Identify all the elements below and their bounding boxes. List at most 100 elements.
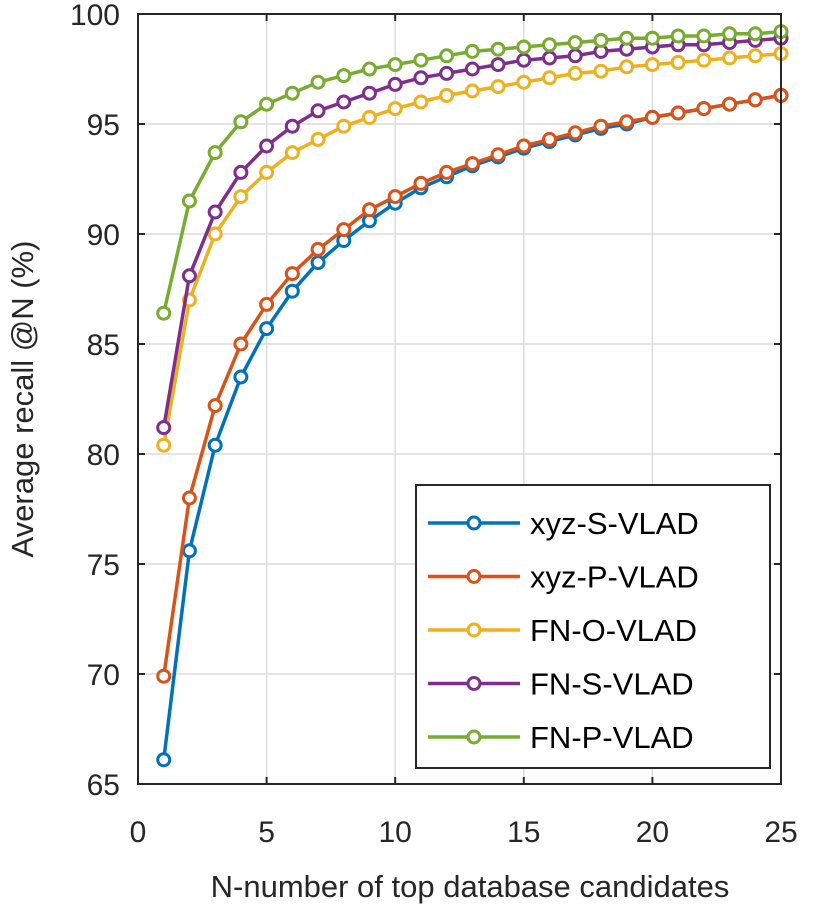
- data-point: [156, 420, 172, 436]
- data-point: [670, 105, 686, 121]
- y-tick-label: 80: [87, 439, 120, 472]
- legend-entry: xyz-P-VLAD: [428, 560, 699, 595]
- data-point: [259, 164, 275, 180]
- data-point: [336, 222, 352, 238]
- data-point: [747, 48, 763, 64]
- series-FN-S-VLAD: [156, 30, 789, 436]
- data-point: [207, 204, 223, 220]
- data-point: [696, 101, 712, 117]
- series-FN-P-VLAD: [156, 24, 789, 321]
- plot-frame: [137, 13, 782, 785]
- data-point: [747, 26, 763, 42]
- data-point: [439, 164, 455, 180]
- y-tick-label: 95: [87, 109, 120, 142]
- data-point: [387, 189, 403, 205]
- legend-entry: FN-S-VLAD: [428, 667, 694, 702]
- data-point: [516, 138, 532, 154]
- data-point: [413, 94, 429, 110]
- legend-label: xyz-S-VLAD: [530, 506, 699, 541]
- data-point: [207, 226, 223, 242]
- data-point: [181, 543, 197, 559]
- data-point: [181, 490, 197, 506]
- data-point: [284, 266, 300, 282]
- legend-entry: FN-O-VLAD: [428, 613, 697, 648]
- data-point: [619, 30, 635, 46]
- legend: xyz-S-VLAD xyz-P-VLAD FN-O-VLAD FN-S-VLAD FN…: [415, 484, 771, 769]
- data-point: [310, 131, 326, 147]
- data-point: [284, 145, 300, 161]
- data-point: [259, 321, 275, 337]
- data-point: [490, 147, 506, 163]
- legend-label: FN-P-VLAD: [530, 720, 694, 755]
- legend-marker: [466, 569, 482, 584]
- data-point: [722, 96, 738, 112]
- data-point: [207, 145, 223, 161]
- series-xyz-P-VLAD: [156, 87, 789, 684]
- x-tick-label: 25: [764, 816, 797, 849]
- data-point: [336, 94, 352, 110]
- data-point: [670, 54, 686, 70]
- data-point: [284, 283, 300, 299]
- data-point: [670, 28, 686, 44]
- legend-label: FN-O-VLAD: [530, 613, 697, 648]
- series-FN-O-VLAD: [156, 46, 789, 453]
- data-point: [490, 41, 506, 57]
- data-point: [361, 109, 377, 125]
- data-point: [336, 68, 352, 84]
- data-point: [696, 28, 712, 44]
- data-point: [259, 296, 275, 312]
- y-tick-label: 90: [87, 219, 120, 252]
- legend-label: xyz-P-VLAD: [530, 560, 699, 595]
- data-point: [439, 87, 455, 103]
- legend-marker: [466, 729, 482, 745]
- y-tick-label: 65: [87, 769, 120, 802]
- y-tick-label: 100: [70, 0, 120, 32]
- data-point: [387, 76, 403, 92]
- data-point: [490, 79, 506, 95]
- legend-label: FN-S-VLAD: [530, 667, 694, 702]
- data-point: [233, 114, 249, 130]
- data-point: [207, 437, 223, 453]
- data-point: [361, 202, 377, 218]
- series-layer: [156, 24, 789, 768]
- data-point: [387, 57, 403, 73]
- data-point: [516, 52, 532, 68]
- data-point: [567, 65, 583, 81]
- data-point: [593, 32, 609, 48]
- data-point: [567, 48, 583, 64]
- data-point: [181, 268, 197, 284]
- y-axis-label: Average recall @N (%): [5, 241, 40, 558]
- data-point: [644, 30, 660, 46]
- data-point: [439, 65, 455, 81]
- data-point: [233, 164, 249, 180]
- data-point: [336, 118, 352, 134]
- x-axis-label: N-number of top database candidates: [211, 869, 730, 904]
- data-point: [542, 131, 558, 147]
- x-tick-label: 15: [507, 816, 540, 849]
- data-point: [593, 63, 609, 79]
- data-point: [284, 118, 300, 134]
- data-point: [464, 43, 480, 59]
- legend-entry: xyz-S-VLAD: [428, 506, 699, 541]
- data-point: [413, 70, 429, 86]
- data-point: [310, 241, 326, 257]
- legend-entry: FN-P-VLAD: [428, 720, 694, 755]
- data-point: [696, 52, 712, 68]
- data-point: [156, 752, 172, 768]
- data-point: [593, 118, 609, 134]
- y-tick-label: 75: [87, 549, 120, 582]
- data-point: [361, 61, 377, 77]
- data-point: [516, 74, 532, 90]
- data-point: [567, 125, 583, 141]
- data-point: [361, 85, 377, 101]
- x-tick-label: 20: [636, 816, 669, 849]
- data-point: [619, 114, 635, 130]
- x-tick-label: 0: [130, 816, 147, 849]
- data-point: [542, 70, 558, 86]
- x-tick-label: 5: [258, 816, 275, 849]
- data-point: [387, 101, 403, 117]
- data-point: [516, 39, 532, 55]
- legend-marker: [466, 515, 482, 531]
- data-point: [310, 255, 326, 271]
